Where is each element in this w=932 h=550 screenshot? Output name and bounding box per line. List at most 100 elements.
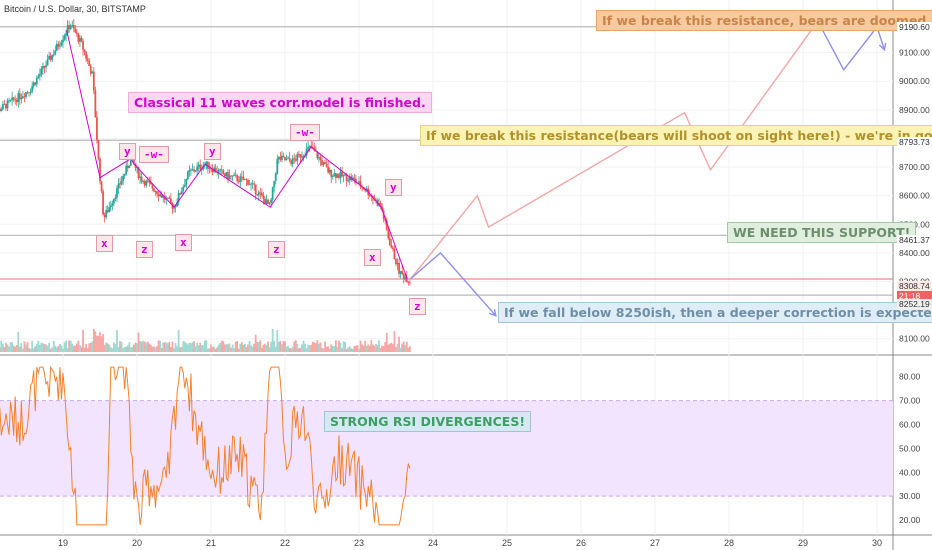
volume-bar <box>273 340 276 352</box>
volume-bar <box>253 343 256 352</box>
volume-bar <box>148 343 151 352</box>
candle-body <box>188 170 191 172</box>
volume-bar <box>396 344 399 352</box>
volume-bar <box>55 347 58 352</box>
candle-body <box>233 174 236 176</box>
volume-bar <box>203 340 206 352</box>
x-tick-label: 26 <box>576 538 586 548</box>
candle-body <box>94 90 97 118</box>
candle-body <box>290 160 293 165</box>
candle-body <box>97 139 100 159</box>
volume-bar <box>159 340 162 352</box>
volume-bar <box>185 343 188 352</box>
candle-body <box>60 42 63 46</box>
candle-body <box>364 189 367 191</box>
volume-bar <box>304 343 306 352</box>
volume-bar <box>385 333 388 352</box>
volume-bar <box>160 347 163 352</box>
rsi-tick-label: 80.00 <box>899 372 921 382</box>
candle-body <box>63 35 66 40</box>
volume-bar <box>365 346 368 352</box>
candle-body <box>244 179 246 181</box>
volume-bar <box>46 345 49 352</box>
candle-body <box>196 166 199 171</box>
candle-body <box>46 59 49 66</box>
candle-body <box>265 199 268 205</box>
volume-bar <box>88 343 91 352</box>
candle-body <box>156 191 158 195</box>
volume-bar <box>408 346 411 352</box>
volume-bar <box>216 347 219 352</box>
volume-bar <box>62 348 64 352</box>
volume-bar <box>146 341 149 352</box>
candle-body <box>219 169 222 171</box>
volume-bar <box>271 328 274 352</box>
resistance-top-note[interactable]: If we break this resistance, bears are d… <box>596 10 932 31</box>
volume-bar <box>125 346 128 352</box>
waves-model-note[interactable]: Classical 11 waves corr.model is finishe… <box>128 92 432 113</box>
volume-bar <box>0 340 3 352</box>
volume-bar <box>356 345 359 352</box>
candle-body <box>358 181 360 184</box>
volume-bar <box>294 340 297 352</box>
volume-bar <box>282 340 285 352</box>
volume-bar <box>331 346 334 352</box>
candle-body <box>205 161 208 165</box>
candle-body <box>5 103 7 109</box>
volume-bar <box>359 340 362 352</box>
volume-bar <box>176 346 178 352</box>
volume-bar <box>248 341 251 352</box>
volume-bar <box>264 343 266 352</box>
volume-bar <box>65 340 67 352</box>
candle-body <box>239 176 242 182</box>
candle-body <box>14 99 17 101</box>
volume-bar <box>66 348 69 352</box>
volume-bar <box>227 344 229 352</box>
volume-bar <box>368 345 371 352</box>
volume-bar <box>401 343 404 352</box>
candle-body <box>1 103 4 110</box>
candle-body <box>179 193 182 195</box>
candle-body <box>32 82 35 87</box>
volume-bar <box>387 344 390 352</box>
candle-body <box>321 159 323 165</box>
candle-body <box>334 173 337 178</box>
y-tick-label: 9100.00 <box>899 48 930 58</box>
rsi-divergence-note[interactable]: STRONG RSI DIVERGENCES! <box>324 411 532 432</box>
volume-bar <box>174 342 177 352</box>
volume-bar <box>231 344 234 352</box>
candle-body <box>119 183 121 185</box>
resistance-mid-note[interactable]: If we break this resistance(bears will s… <box>420 125 932 146</box>
candle-body <box>333 173 336 176</box>
volume-bar <box>299 347 302 352</box>
y-tick-label: 8100.00 <box>899 334 930 344</box>
volume-bar <box>154 347 157 352</box>
volume-bar <box>79 345 81 352</box>
candle-body <box>355 179 357 183</box>
candle-body <box>260 193 263 196</box>
volume-bar <box>234 341 237 352</box>
candle-body <box>388 238 391 246</box>
volume-bar <box>5 342 7 352</box>
volume-bar <box>256 342 259 352</box>
volume-bar <box>51 347 54 352</box>
candle-body <box>305 148 308 156</box>
fall-below-note[interactable]: If we fall below 8250ish, then a deeper … <box>498 302 932 323</box>
volume-bar <box>333 345 336 352</box>
candle-body <box>288 157 291 161</box>
volume-bar <box>20 343 23 352</box>
candle-body <box>214 167 217 172</box>
volume-bar <box>199 342 202 352</box>
volume-bar <box>219 342 222 352</box>
candle-body <box>105 210 108 218</box>
candle-body <box>151 184 154 189</box>
candle-body <box>100 181 103 192</box>
candle-body <box>254 184 257 195</box>
candle-body <box>342 175 345 177</box>
volume-bar <box>89 342 92 352</box>
volume-bar <box>240 342 243 352</box>
support-note[interactable]: WE NEED THIS SUPPORT! <box>727 222 917 243</box>
volume-bar <box>353 345 356 352</box>
candle-body <box>339 171 342 178</box>
